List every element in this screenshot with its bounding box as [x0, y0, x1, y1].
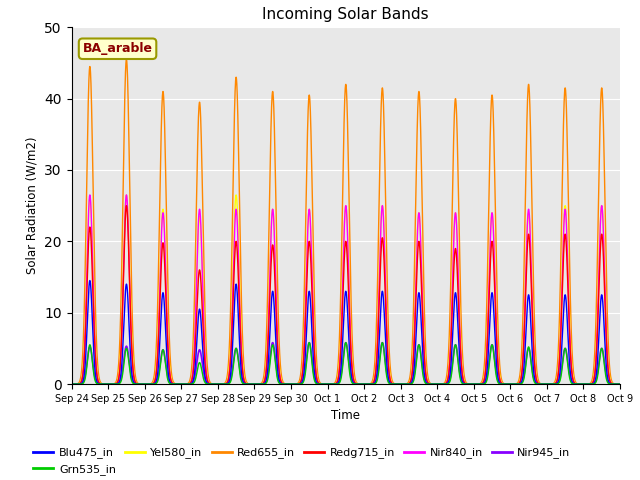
- X-axis label: Time: Time: [332, 409, 360, 422]
- Legend: Blu475_in, Grn535_in, Yel580_in, Red655_in, Redg715_in, Nir840_in, Nir945_in: Blu475_in, Grn535_in, Yel580_in, Red655_…: [29, 443, 575, 480]
- Title: Incoming Solar Bands: Incoming Solar Bands: [262, 7, 429, 22]
- Text: BA_arable: BA_arable: [83, 42, 152, 55]
- Y-axis label: Solar Radiation (W/m2): Solar Radiation (W/m2): [26, 137, 38, 275]
